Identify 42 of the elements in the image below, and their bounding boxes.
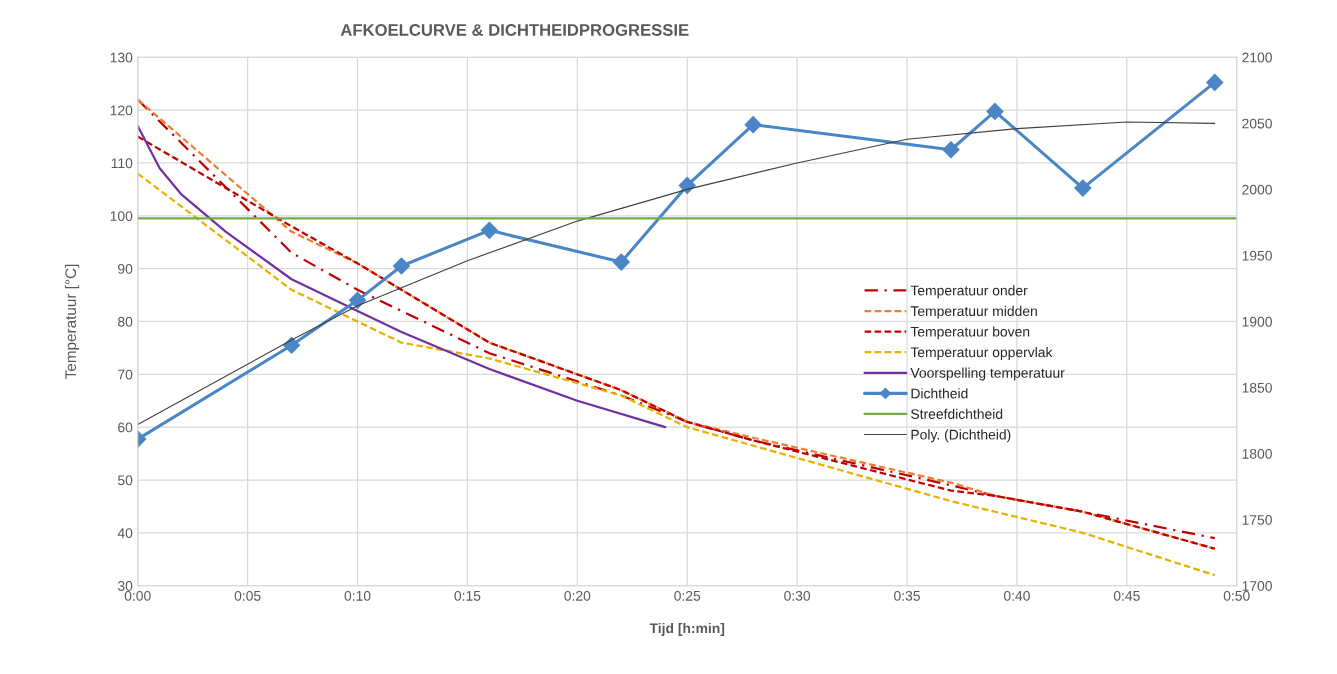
legend-label: Dichtheid xyxy=(911,388,968,399)
y-tick-label: 60 xyxy=(118,422,133,433)
x-axis-title: Tijd [h:min] xyxy=(649,622,725,636)
x-tick-label: 0:15 xyxy=(454,590,481,601)
y2-tick-label: 1850 xyxy=(1242,382,1272,393)
y-tick-label: 110 xyxy=(111,158,133,169)
x-tick-label: 0:45 xyxy=(1113,590,1140,601)
y2-tick-label: 1800 xyxy=(1242,448,1272,459)
y-tick-label: 70 xyxy=(118,369,133,380)
y-axis-title: Temperatuur [°C] xyxy=(64,264,80,379)
legend-label: Temperatuur midden xyxy=(910,305,1037,319)
y2-tick-label: 1700 xyxy=(1242,581,1272,591)
x-tick-label: 0:00 xyxy=(124,590,151,601)
legend-label: Temperatuur boven xyxy=(910,326,1030,340)
x-tick-label: 0:50 xyxy=(1223,590,1250,601)
legend-label: Temperatuur oppervlak xyxy=(910,347,1053,360)
y-tick-label: 100 xyxy=(110,211,133,221)
x-tick-label: 0:35 xyxy=(894,590,920,601)
y2-tick-label: 1750 xyxy=(1242,514,1272,525)
legend-label: Temperatuur onder xyxy=(910,285,1028,299)
y-tick-label: 40 xyxy=(117,528,133,539)
chart-title: AFKOELCURVE & DICHTHEIDPROGRESSIE xyxy=(340,24,689,36)
x-tick-label: 0:40 xyxy=(1003,590,1030,601)
y-tick-label: 120 xyxy=(110,105,133,116)
y2-tick-label: 2000 xyxy=(1242,184,1272,195)
y2-tick-label: 1950 xyxy=(1242,250,1272,261)
y-tick-label: 50 xyxy=(117,475,133,486)
legend-label: Streefdichtheid xyxy=(911,408,1003,419)
legend-label: Poly. (Dichtheid) xyxy=(911,429,1011,443)
y2-tick-label: 1900 xyxy=(1242,316,1272,327)
x-tick-label: 0:30 xyxy=(784,590,811,601)
x-tick-label: 0:10 xyxy=(344,590,371,601)
y-tick-label: 90 xyxy=(118,263,133,274)
y-tick-label: 80 xyxy=(118,316,133,327)
legend-label: Voorspelling temperatuur xyxy=(910,367,1065,381)
y-tick-label: 30 xyxy=(117,581,133,591)
x-tick-label: 0:05 xyxy=(234,590,261,601)
y-tick-label: 130 xyxy=(110,52,133,63)
x-tick-label: 0:25 xyxy=(674,590,701,601)
y2-tick-label: 2050 xyxy=(1242,118,1272,129)
y2-tick-label: 2100 xyxy=(1242,52,1272,63)
x-tick-label: 0:20 xyxy=(564,590,591,601)
